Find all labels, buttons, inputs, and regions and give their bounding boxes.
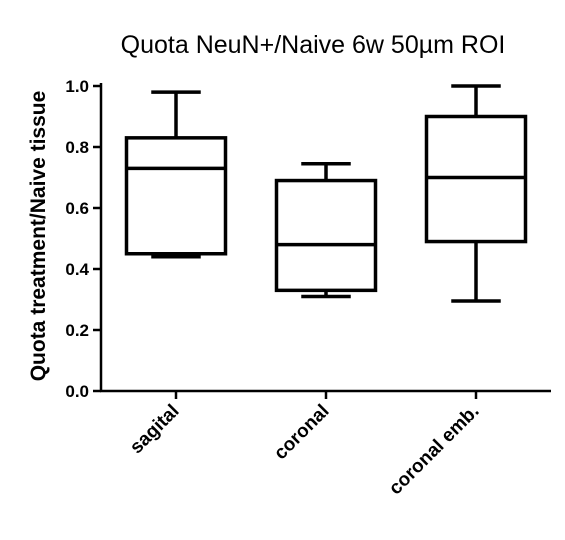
x-ticks: sagital coronal coronal emb. (126, 391, 484, 499)
box-0 (124, 90, 228, 259)
axes (99, 83, 551, 393)
box-1 (274, 162, 378, 299)
chart-title: Quota NeuN+/Naive 6w 50µm ROI (121, 31, 506, 59)
y-tick-label: 0.2 (65, 321, 89, 340)
y-tick-label: 0.4 (65, 260, 89, 279)
iqr-box (274, 178, 378, 293)
x-tick-label: coronal (270, 401, 333, 464)
y-tick-label: 0.8 (65, 138, 89, 157)
iqr-box (124, 136, 228, 256)
x-tick-label: coronal emb. (385, 401, 483, 499)
y-tick-label: 0.0 (65, 382, 89, 401)
y-ticks: 0.0 0.2 0.4 0.6 0.8 1.0 (65, 77, 101, 401)
box-2 (424, 84, 528, 303)
y-tick-label: 1.0 (65, 77, 89, 96)
x-tick-label: sagital (126, 401, 183, 458)
y-tick-label: 0.6 (65, 199, 89, 218)
boxes (124, 84, 528, 303)
y-axis-label: Quota treatment/Naive tissue (27, 91, 50, 382)
